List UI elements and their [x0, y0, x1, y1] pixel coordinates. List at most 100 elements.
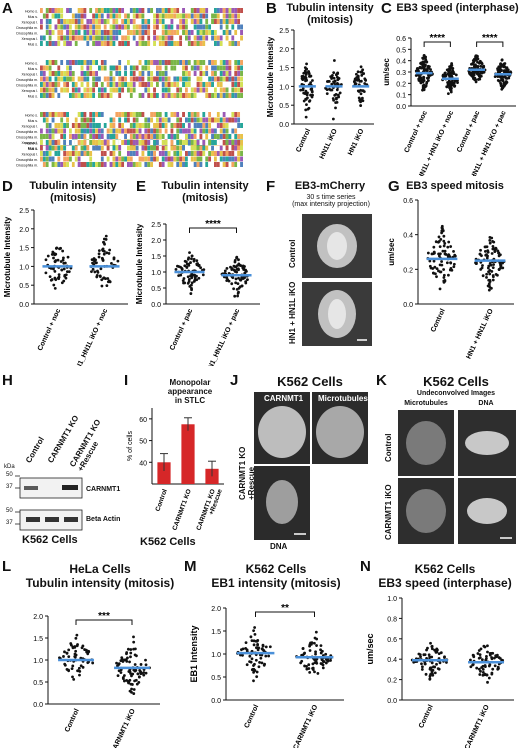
residue: [71, 134, 75, 139]
residue: [231, 145, 235, 151]
data-point: [61, 258, 65, 262]
residue: [135, 140, 139, 145]
residue: [100, 93, 104, 98]
residue: [74, 65, 78, 71]
data-point: [235, 270, 239, 274]
data-point: [116, 259, 120, 263]
data-point: [442, 276, 446, 279]
residue: [225, 82, 229, 87]
residue: [185, 41, 188, 46]
residue: [234, 145, 238, 151]
residue: [129, 117, 133, 123]
residue: [63, 65, 67, 71]
residue: [161, 162, 165, 167]
data-point: [448, 68, 452, 72]
category-label: HN1L iKO: [319, 127, 339, 160]
residue: [234, 65, 238, 71]
panel-label-j: J: [230, 372, 239, 389]
residue: [234, 19, 238, 24]
residue: [170, 76, 174, 82]
data-point: [480, 71, 484, 75]
y-tick-label: 0.0: [403, 302, 413, 309]
residue: [190, 123, 194, 128]
residue: [216, 60, 220, 65]
data-point: [126, 647, 130, 651]
residue: [199, 13, 203, 19]
category-label: HN1_HN1L iKO + pac: [205, 308, 241, 366]
data-point: [96, 269, 99, 273]
residue: [121, 134, 125, 139]
residue: [109, 82, 113, 87]
data-point: [137, 675, 141, 679]
residue: [150, 65, 154, 71]
residue: [208, 93, 212, 98]
residue: [182, 60, 185, 65]
residue: [48, 82, 52, 87]
data-point: [356, 89, 360, 93]
residue: [135, 123, 139, 128]
residue: [124, 112, 127, 117]
residue: [190, 117, 194, 123]
data-point: [61, 256, 65, 260]
residue: [161, 93, 165, 98]
data-point: [430, 655, 434, 659]
data-point: [362, 72, 366, 75]
residue: [170, 145, 174, 151]
residue: [77, 76, 81, 82]
y-tick-label: 1.0: [19, 264, 29, 271]
residue: [63, 162, 67, 167]
residue: [182, 128, 185, 134]
residue: [92, 76, 96, 82]
residue: [103, 117, 107, 123]
residue: [71, 117, 75, 123]
residue: [156, 151, 159, 156]
data-point: [184, 260, 188, 264]
y-tick-label: 2.0: [211, 606, 221, 613]
residue: [231, 60, 235, 65]
residue: [129, 134, 133, 139]
residue: [225, 76, 229, 82]
residue: [173, 82, 177, 87]
data-point: [309, 93, 312, 97]
residue: [51, 8, 55, 13]
residue: [228, 35, 232, 41]
residue: [147, 87, 151, 93]
residue: [205, 87, 209, 93]
residue: [98, 123, 101, 128]
data-point: [355, 78, 359, 82]
residue: [222, 112, 226, 117]
residue: [83, 162, 87, 167]
residue: [176, 30, 180, 35]
residue: [51, 145, 55, 151]
data-point: [46, 254, 50, 258]
data-point: [76, 669, 80, 673]
residue: [135, 128, 139, 134]
residue: [112, 134, 116, 139]
residue: [225, 93, 229, 98]
residue: [161, 134, 165, 139]
data-point: [438, 287, 442, 291]
residue: [190, 13, 194, 19]
residue: [202, 13, 206, 19]
microtubules-image-j-label: Microtubules: [318, 394, 368, 403]
residue: [83, 65, 87, 71]
data-point: [453, 254, 457, 258]
residue: [167, 30, 171, 35]
data-point: [452, 262, 456, 266]
residue: [199, 76, 203, 82]
residue: [63, 93, 67, 98]
residue: [106, 128, 110, 134]
residue: [74, 41, 78, 46]
residue: [202, 134, 206, 139]
residue: [237, 117, 241, 123]
residue: [63, 140, 67, 145]
residue: [106, 60, 110, 65]
residue: [115, 8, 119, 13]
residue: [69, 19, 72, 24]
residue: [170, 8, 174, 13]
residue: [100, 134, 104, 139]
category-label: Control: [418, 704, 435, 730]
data-point: [58, 656, 61, 660]
residue: [240, 123, 243, 128]
y-tick-label: 1.0: [211, 652, 221, 659]
